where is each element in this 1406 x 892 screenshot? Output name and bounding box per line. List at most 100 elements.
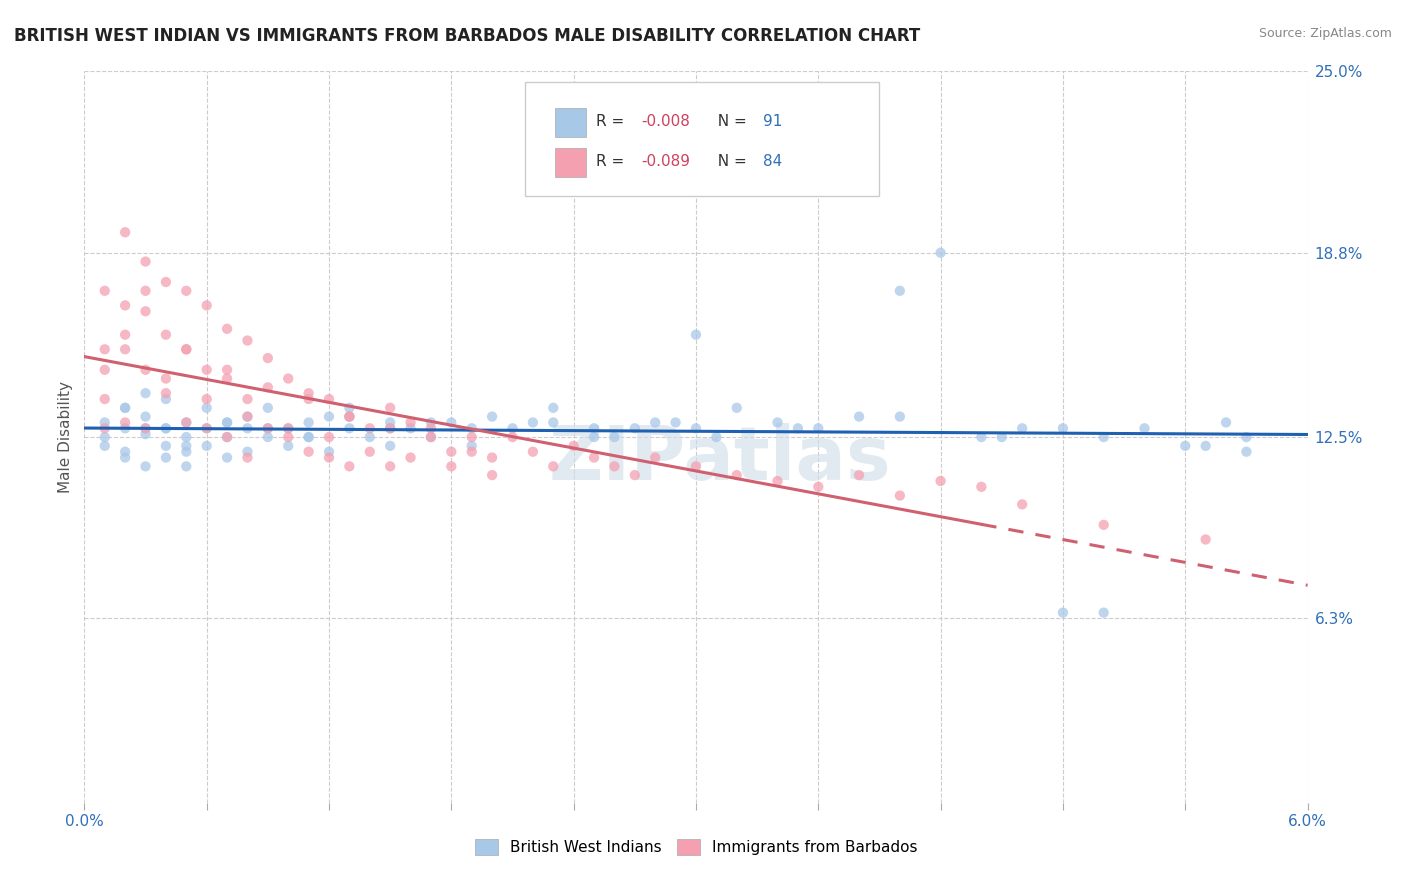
Point [93, 421, 117, 435]
Point [195, 363, 218, 377]
Point [277, 421, 299, 435]
Point [318, 450, 340, 465]
Point [380, 416, 402, 430]
Point [1195, 533, 1218, 547]
Point [624, 468, 647, 483]
Point [135, 284, 157, 298]
Point [339, 409, 361, 424]
Point [93, 416, 117, 430]
Text: -0.008: -0.008 [641, 113, 690, 128]
Point [114, 421, 136, 435]
Point [217, 416, 239, 430]
Point [380, 421, 402, 435]
Point [135, 304, 157, 318]
Point [135, 386, 157, 401]
Text: BRITISH WEST INDIAN VS IMMIGRANTS FROM BARBADOS MALE DISABILITY CORRELATION CHAR: BRITISH WEST INDIAN VS IMMIGRANTS FROM B… [14, 27, 921, 45]
Point [257, 401, 280, 415]
Point [481, 468, 503, 483]
Point [807, 480, 830, 494]
Point [440, 444, 463, 458]
Point [135, 363, 157, 377]
Point [298, 392, 321, 406]
Point [195, 298, 218, 312]
Point [298, 430, 321, 444]
Point [1052, 606, 1074, 620]
Point [195, 439, 218, 453]
Point [929, 474, 952, 488]
Point [257, 380, 280, 394]
Point [889, 409, 911, 424]
Point [176, 284, 198, 298]
Point [359, 430, 381, 444]
Point [1195, 439, 1218, 453]
Point [1215, 416, 1237, 430]
Point [889, 284, 911, 298]
Point [339, 421, 361, 435]
Point [991, 430, 1014, 444]
Point [93, 392, 117, 406]
Point [155, 450, 177, 465]
Point [1174, 439, 1197, 453]
Point [318, 409, 340, 424]
Point [114, 343, 136, 357]
Point [217, 363, 239, 377]
Point [155, 386, 177, 401]
Point [970, 480, 993, 494]
Point [502, 421, 524, 435]
Point [685, 459, 707, 474]
Point [583, 421, 606, 435]
Point [93, 430, 117, 444]
Text: 84: 84 [763, 153, 783, 169]
Point [277, 439, 299, 453]
Point [339, 409, 361, 424]
Point [766, 416, 789, 430]
Point [176, 439, 198, 453]
Point [543, 401, 565, 415]
Point [399, 416, 422, 430]
Point [236, 444, 259, 458]
Point [543, 416, 565, 430]
Point [1236, 430, 1258, 444]
Point [155, 421, 177, 435]
Point [236, 392, 259, 406]
Point [420, 430, 443, 444]
Point [848, 468, 870, 483]
Point [1092, 430, 1115, 444]
Point [236, 450, 259, 465]
Point [114, 450, 136, 465]
Point [195, 421, 218, 435]
Point [420, 416, 443, 430]
Point [135, 409, 157, 424]
Point [562, 439, 585, 453]
Point [257, 421, 280, 435]
Text: N =: N = [709, 153, 752, 169]
Point [848, 409, 870, 424]
Point [114, 401, 136, 415]
Point [1052, 421, 1074, 435]
Point [706, 430, 728, 444]
Point [970, 430, 993, 444]
Point [114, 416, 136, 430]
Point [603, 430, 626, 444]
Point [1092, 517, 1115, 532]
Text: -0.089: -0.089 [641, 153, 690, 169]
Point [1236, 444, 1258, 458]
Point [195, 421, 218, 435]
Point [257, 421, 280, 435]
Point [1011, 421, 1033, 435]
Point [481, 450, 503, 465]
Point [440, 416, 463, 430]
Point [725, 468, 748, 483]
FancyBboxPatch shape [555, 148, 586, 178]
Text: R =: R = [596, 113, 628, 128]
Point [277, 430, 299, 444]
Point [114, 327, 136, 342]
Point [1092, 606, 1115, 620]
Point [93, 284, 117, 298]
Point [236, 334, 259, 348]
Point [257, 351, 280, 365]
Point [298, 430, 321, 444]
Point [420, 421, 443, 435]
Point [93, 439, 117, 453]
Point [624, 421, 647, 435]
